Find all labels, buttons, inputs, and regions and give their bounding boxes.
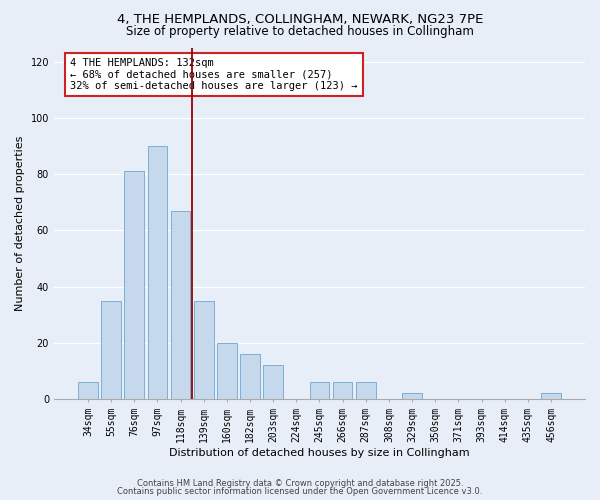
Bar <box>148 146 167 399</box>
Text: 4, THE HEMPLANDS, COLLINGHAM, NEWARK, NG23 7PE: 4, THE HEMPLANDS, COLLINGHAM, NEWARK, NG… <box>117 12 483 26</box>
Bar <box>263 366 283 399</box>
Bar <box>78 382 98 399</box>
X-axis label: Distribution of detached houses by size in Collingham: Distribution of detached houses by size … <box>169 448 470 458</box>
Bar <box>333 382 352 399</box>
Bar <box>356 382 376 399</box>
Bar <box>240 354 260 399</box>
Bar <box>310 382 329 399</box>
Y-axis label: Number of detached properties: Number of detached properties <box>15 136 25 311</box>
Bar <box>124 171 144 399</box>
Bar <box>101 300 121 399</box>
Bar <box>541 394 561 399</box>
Text: 4 THE HEMPLANDS: 132sqm
← 68% of detached houses are smaller (257)
32% of semi-d: 4 THE HEMPLANDS: 132sqm ← 68% of detache… <box>70 58 358 91</box>
Bar <box>170 210 190 399</box>
Text: Contains public sector information licensed under the Open Government Licence v3: Contains public sector information licen… <box>118 487 482 496</box>
Text: Size of property relative to detached houses in Collingham: Size of property relative to detached ho… <box>126 25 474 38</box>
Bar <box>194 300 214 399</box>
Bar <box>217 343 236 399</box>
Bar <box>402 394 422 399</box>
Text: Contains HM Land Registry data © Crown copyright and database right 2025.: Contains HM Land Registry data © Crown c… <box>137 478 463 488</box>
